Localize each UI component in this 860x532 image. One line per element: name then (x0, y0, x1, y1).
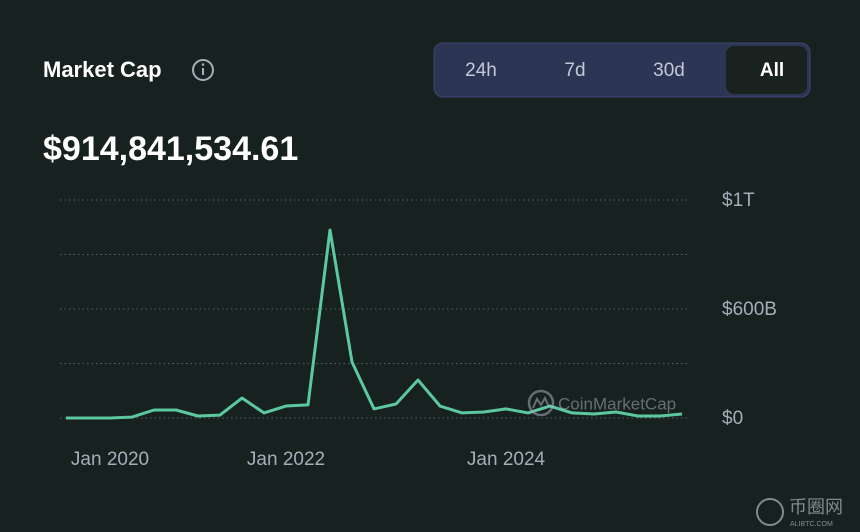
x-tick-label: Jan 2020 (71, 449, 149, 470)
tab[interactable]: 24h (465, 60, 497, 81)
tab[interactable]: 7d (564, 60, 585, 81)
chart-watermark: CoinMarketCap (527, 389, 676, 417)
x-tick-label: Jan 2024 (467, 449, 546, 470)
title: Market Cap (43, 57, 162, 82)
active-tab[interactable] (726, 46, 807, 94)
y-tick-label: $1T (722, 190, 755, 211)
line (66, 228, 683, 420)
tab[interactable]: All (760, 60, 784, 81)
y-tick-label: $0 (722, 408, 743, 429)
site-url: ALIBTC.COM (790, 521, 833, 528)
site-name: 币圈网 (789, 497, 843, 517)
tab-bar (433, 42, 811, 98)
tab[interactable]: 30d (653, 60, 685, 81)
info-icon[interactable] (192, 59, 214, 81)
watermark-text: CoinMarketCap (558, 394, 676, 413)
current-value: $914,841,534.61 (43, 130, 298, 168)
site-watermark: 币圈网 ALIBTC.COM (756, 497, 843, 528)
x-tick-label: Jan 2022 (247, 449, 325, 470)
y-tick-label: $600B (722, 299, 777, 320)
